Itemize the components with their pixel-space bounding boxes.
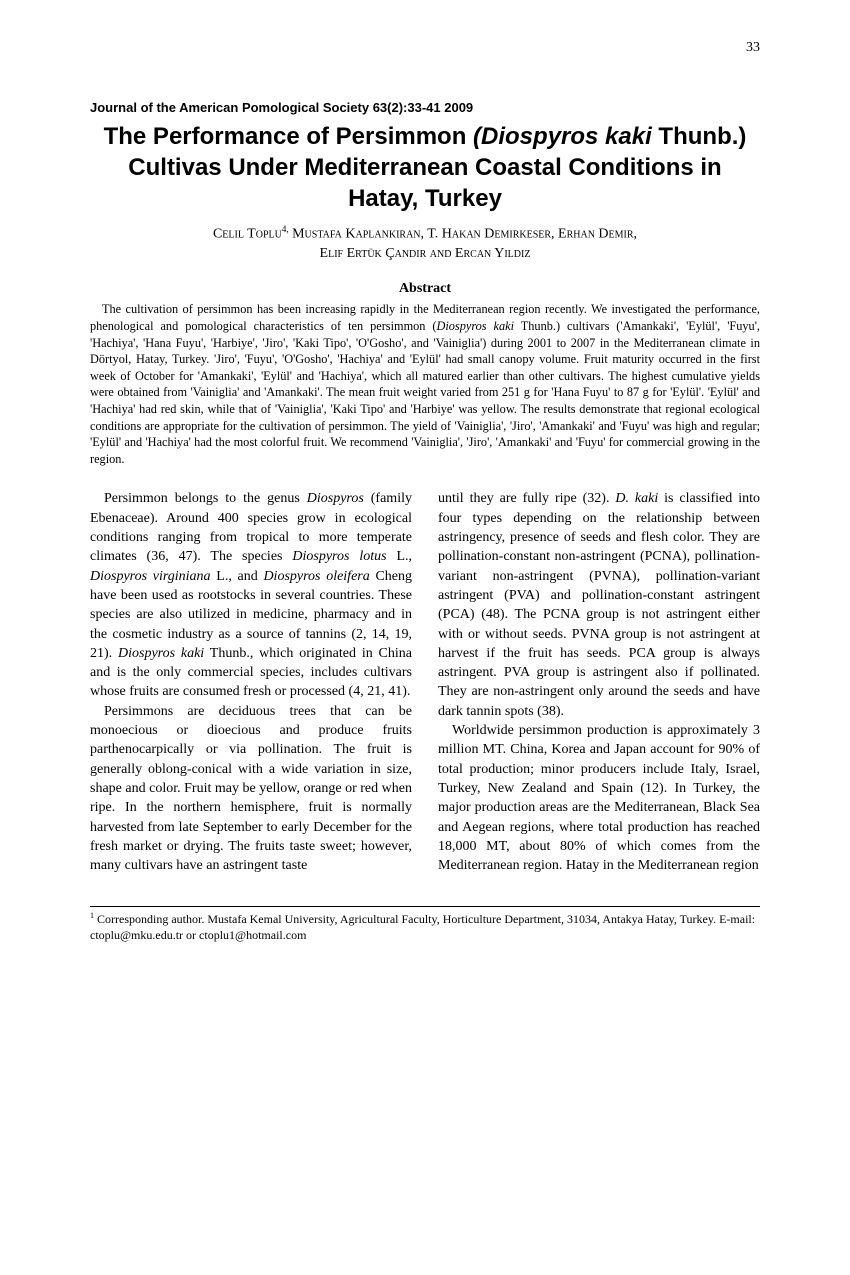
left-paragraph-2: Persimmons are deciduous trees that can …: [90, 702, 412, 876]
footnote-marker: 1: [90, 911, 94, 920]
authors-line2: Elif Ertük Çandir and Ercan Yildiz: [320, 246, 531, 261]
author-superscript: 4,: [282, 224, 289, 234]
footnote-rule: [90, 906, 760, 907]
right-column: until they are fully ripe (32). D. kaki …: [438, 489, 760, 875]
footnote-text: Corresponding author. Mustafa Kemal Univ…: [90, 912, 755, 942]
abstract-heading: Abstract: [90, 281, 760, 297]
title-scientific-name: (Diospyros kaki: [473, 123, 652, 150]
right-paragraph-2: Worldwide persimmon production is approx…: [438, 721, 760, 876]
journal-citation: Journal of the American Pomological Soci…: [90, 100, 760, 115]
abstract-content: The cultivation of persimmon has been in…: [90, 302, 760, 465]
authors-block: Celil Toplu4, Mustafa Kaplankiran, T. Ha…: [90, 223, 760, 264]
page-number: 33: [746, 40, 760, 56]
authors-line1a: Celil Toplu: [213, 226, 282, 241]
left-column: Persimmon belongs to the genus Diospyros…: [90, 489, 412, 875]
article-title: The Performance of Persimmon (Diospyros …: [90, 121, 760, 215]
title-part1: The Performance of Persimmon: [104, 123, 473, 150]
right-paragraph-1: until they are fully ripe (32). D. kaki …: [438, 489, 760, 721]
left-paragraph-1: Persimmon belongs to the genus Diospyros…: [90, 489, 412, 701]
authors-line1b: Mustafa Kaplankiran, T. Hakan Demirkeser…: [289, 226, 637, 241]
body-columns: Persimmon belongs to the genus Diospyros…: [90, 489, 760, 875]
footnote: 1 Corresponding author. Mustafa Kemal Un…: [90, 911, 760, 943]
abstract-text: The cultivation of persimmon has been in…: [90, 301, 760, 467]
